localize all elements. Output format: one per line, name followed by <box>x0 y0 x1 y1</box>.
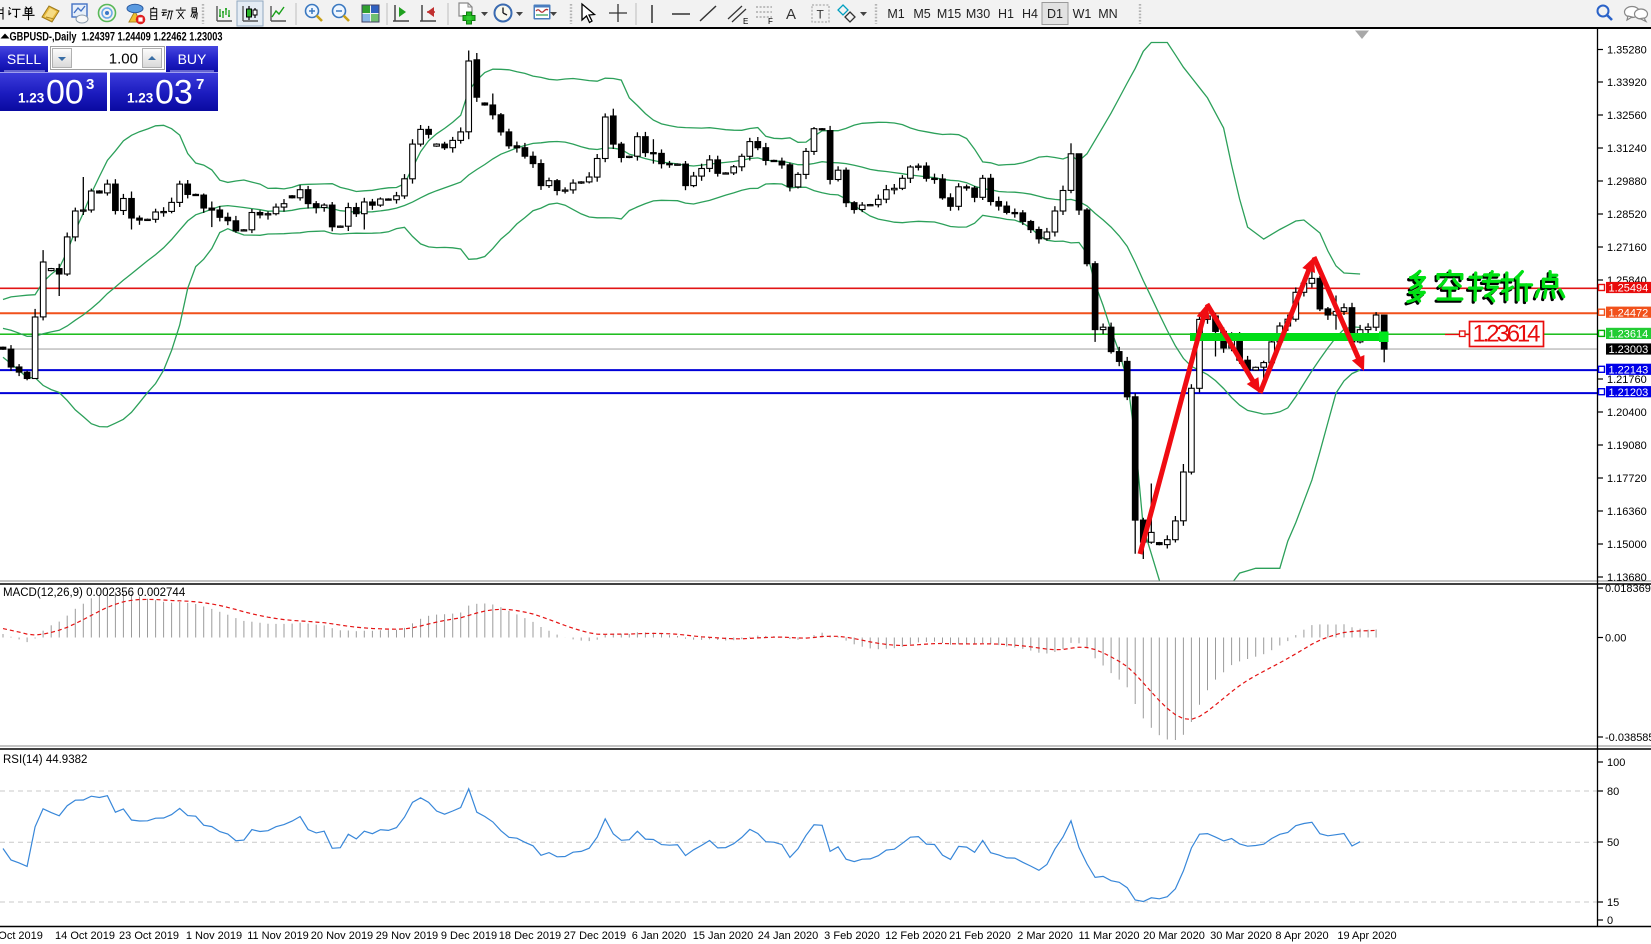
svg-text:1.23: 1.23 <box>18 91 45 106</box>
svg-text:1.13680: 1.13680 <box>1607 572 1647 584</box>
svg-text:H4: H4 <box>1022 7 1038 21</box>
svg-text:14 Oct 2019: 14 Oct 2019 <box>55 930 115 942</box>
svg-text:1.28520: 1.28520 <box>1607 209 1647 221</box>
svg-text:W1: W1 <box>1073 7 1092 21</box>
svg-text:0.00: 0.00 <box>1605 633 1626 645</box>
svg-text:20 Nov 2019: 20 Nov 2019 <box>311 930 373 942</box>
svg-text:8 Apr 2020: 8 Apr 2020 <box>1275 930 1328 942</box>
svg-text:1.24472: 1.24472 <box>1609 307 1649 319</box>
svg-text:1.31240: 1.31240 <box>1607 143 1647 155</box>
svg-text:1.17720: 1.17720 <box>1607 473 1647 485</box>
svg-text:19 Apr 2020: 19 Apr 2020 <box>1337 930 1396 942</box>
svg-text:M1: M1 <box>887 7 904 21</box>
svg-text:MN: MN <box>1098 7 1117 21</box>
svg-text:GBPUSD-,Daily 1.24397 1.24409: GBPUSD-,Daily 1.24397 1.24409 1.22462 1.… <box>10 30 223 44</box>
svg-text:1.23003: 1.23003 <box>1609 344 1649 356</box>
svg-text:50: 50 <box>1607 837 1619 849</box>
svg-text:1.27160: 1.27160 <box>1607 242 1647 254</box>
svg-text:-0.038585: -0.038585 <box>1605 732 1651 744</box>
svg-text:15 Jan 2020: 15 Jan 2020 <box>693 930 754 942</box>
svg-text:15: 15 <box>1607 897 1619 909</box>
svg-text:M5: M5 <box>913 7 930 21</box>
svg-text:4 Oct 2019: 4 Oct 2019 <box>0 930 43 942</box>
svg-text:M15: M15 <box>937 7 961 21</box>
svg-text:A: A <box>786 6 796 23</box>
svg-text:6 Jan 2020: 6 Jan 2020 <box>632 930 686 942</box>
svg-text:T: T <box>817 8 825 22</box>
svg-text:1.33920: 1.33920 <box>1607 77 1647 89</box>
svg-text:21 Feb 2020: 21 Feb 2020 <box>949 930 1011 942</box>
svg-text:BUY: BUY <box>178 51 207 67</box>
svg-text:100: 100 <box>1607 757 1625 769</box>
svg-text:1.16360: 1.16360 <box>1607 506 1647 518</box>
svg-text:30 Mar 2020: 30 Mar 2020 <box>1210 930 1272 942</box>
svg-text:1.35280: 1.35280 <box>1607 45 1647 57</box>
svg-text:M30: M30 <box>966 7 990 21</box>
svg-text:E: E <box>743 17 748 26</box>
svg-text:1 Nov 2019: 1 Nov 2019 <box>186 930 242 942</box>
svg-text:3: 3 <box>86 76 94 93</box>
svg-text:1.21760: 1.21760 <box>1607 374 1647 386</box>
svg-text:03: 03 <box>155 74 193 112</box>
svg-text:20 Mar 2020: 20 Mar 2020 <box>1143 930 1205 942</box>
svg-text:D1: D1 <box>1047 7 1063 21</box>
svg-text:24 Jan 2020: 24 Jan 2020 <box>758 930 819 942</box>
svg-text:1.21203: 1.21203 <box>1609 387 1649 399</box>
svg-text:1.23614: 1.23614 <box>1473 321 1541 348</box>
svg-text:0.018369: 0.018369 <box>1605 583 1651 595</box>
svg-text:1.19080: 1.19080 <box>1607 440 1647 452</box>
svg-text:11 Nov 2019: 11 Nov 2019 <box>247 930 309 942</box>
svg-text:RSI(14) 44.9382: RSI(14) 44.9382 <box>3 754 87 766</box>
svg-text:23 Oct 2019: 23 Oct 2019 <box>119 930 179 942</box>
svg-text:1.23: 1.23 <box>127 91 154 106</box>
svg-text:12 Feb 2020: 12 Feb 2020 <box>885 930 947 942</box>
svg-text:MACD(12,26,9) 0.002356 0.00274: MACD(12,26,9) 0.002356 0.002744 <box>3 587 186 599</box>
svg-text:29 Nov 2019: 29 Nov 2019 <box>376 930 438 942</box>
svg-text:9 Dec 2019: 9 Dec 2019 <box>441 930 497 942</box>
svg-text:0: 0 <box>1607 915 1613 927</box>
svg-text:2 Mar 2020: 2 Mar 2020 <box>1017 930 1073 942</box>
svg-text:1.32560: 1.32560 <box>1607 110 1647 122</box>
svg-text:SELL: SELL <box>7 51 41 67</box>
svg-text:27 Dec 2019: 27 Dec 2019 <box>564 930 626 942</box>
svg-text:18 Dec 2019: 18 Dec 2019 <box>499 930 561 942</box>
svg-text:00: 00 <box>46 74 84 112</box>
svg-text:3 Feb 2020: 3 Feb 2020 <box>824 930 880 942</box>
svg-text:H1: H1 <box>998 7 1014 21</box>
svg-text:1.25494: 1.25494 <box>1609 283 1649 295</box>
svg-text:1.23614: 1.23614 <box>1609 329 1649 341</box>
svg-text:F: F <box>768 17 773 26</box>
svg-text:1.15000: 1.15000 <box>1607 539 1647 551</box>
svg-text:1.29880: 1.29880 <box>1607 176 1647 188</box>
svg-text:80: 80 <box>1607 786 1619 798</box>
svg-text:1.22143: 1.22143 <box>1609 365 1649 377</box>
svg-text:1.00: 1.00 <box>109 51 138 68</box>
svg-text:11 Mar 2020: 11 Mar 2020 <box>1079 930 1140 942</box>
svg-text:1.20400: 1.20400 <box>1607 407 1647 419</box>
svg-text:7: 7 <box>196 76 204 93</box>
